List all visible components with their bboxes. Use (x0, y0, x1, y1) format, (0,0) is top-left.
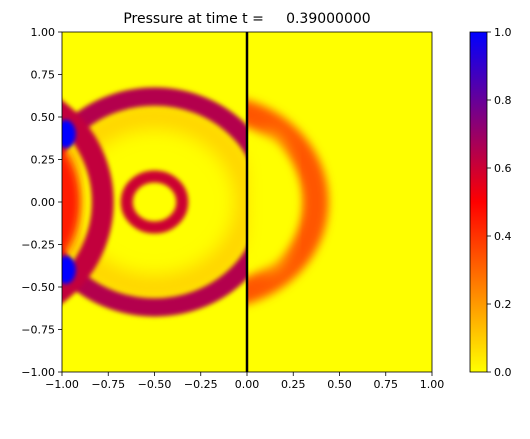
y-tick-label: −0.75 (21, 324, 55, 337)
y-tick-label: −1.00 (21, 366, 55, 379)
y-tick-label: 0.50 (31, 111, 56, 124)
colorbar-tick-label: 1.0 (494, 26, 512, 39)
colorbar: 0.0 0.2 0.4 0.6 0.8 1.0 (469, 26, 512, 379)
wall-hotspot-2 (62, 256, 76, 284)
y-tick-label: 0.75 (31, 69, 56, 82)
left-wall-fill (62, 146, 81, 258)
colorbar-ticks: 0.0 0.2 0.4 0.6 0.8 1.0 (487, 26, 512, 379)
colorbar-tick-label: 0.0 (494, 366, 512, 379)
x-tick-label: 0.25 (281, 378, 306, 391)
chart-title: Pressure at time t = 0.39000000 (123, 11, 370, 27)
x-tick-label: 1.00 (420, 378, 445, 391)
x-tick-label: −1.00 (45, 378, 79, 391)
colorbar-tick-label: 0.6 (494, 162, 512, 175)
colorbar-tick-label: 0.2 (494, 298, 512, 311)
axes: −1.00 −0.75 −0.50 −0.25 0.00 0.25 0.50 0.75 1.00… (21, 26, 444, 391)
colorbar-gradient (469, 31, 488, 373)
y-tick-label: 0.25 (31, 154, 56, 167)
inner-glow (62, 102, 247, 302)
wall-hotspot-1 (62, 120, 76, 148)
x-tick-label: −0.75 (91, 378, 125, 391)
outer-ring-left (62, 87, 247, 317)
plot-area (62, 32, 432, 372)
x-tick-label: 0.50 (327, 378, 352, 391)
x-tick-label: 0.00 (235, 378, 260, 391)
y-tick-label: −0.50 (21, 281, 55, 294)
inner-ring (120, 170, 189, 234)
pressure-field (62, 32, 329, 372)
x-tick-label: −0.50 (138, 378, 172, 391)
y-tick-label: −0.25 (21, 239, 55, 252)
outer-ring-right (247, 100, 329, 304)
x-tick-label: −0.25 (184, 378, 218, 391)
colorbar-tick-label: 0.4 (494, 230, 512, 243)
colorbar-tick-label: 0.8 (494, 94, 512, 107)
x-tick-label: 0.75 (374, 378, 399, 391)
right-core (249, 134, 290, 270)
y-tick-label: 0.00 (31, 196, 56, 209)
y-tick-label: 1.00 (31, 26, 56, 39)
left-wall-arc (62, 100, 114, 304)
